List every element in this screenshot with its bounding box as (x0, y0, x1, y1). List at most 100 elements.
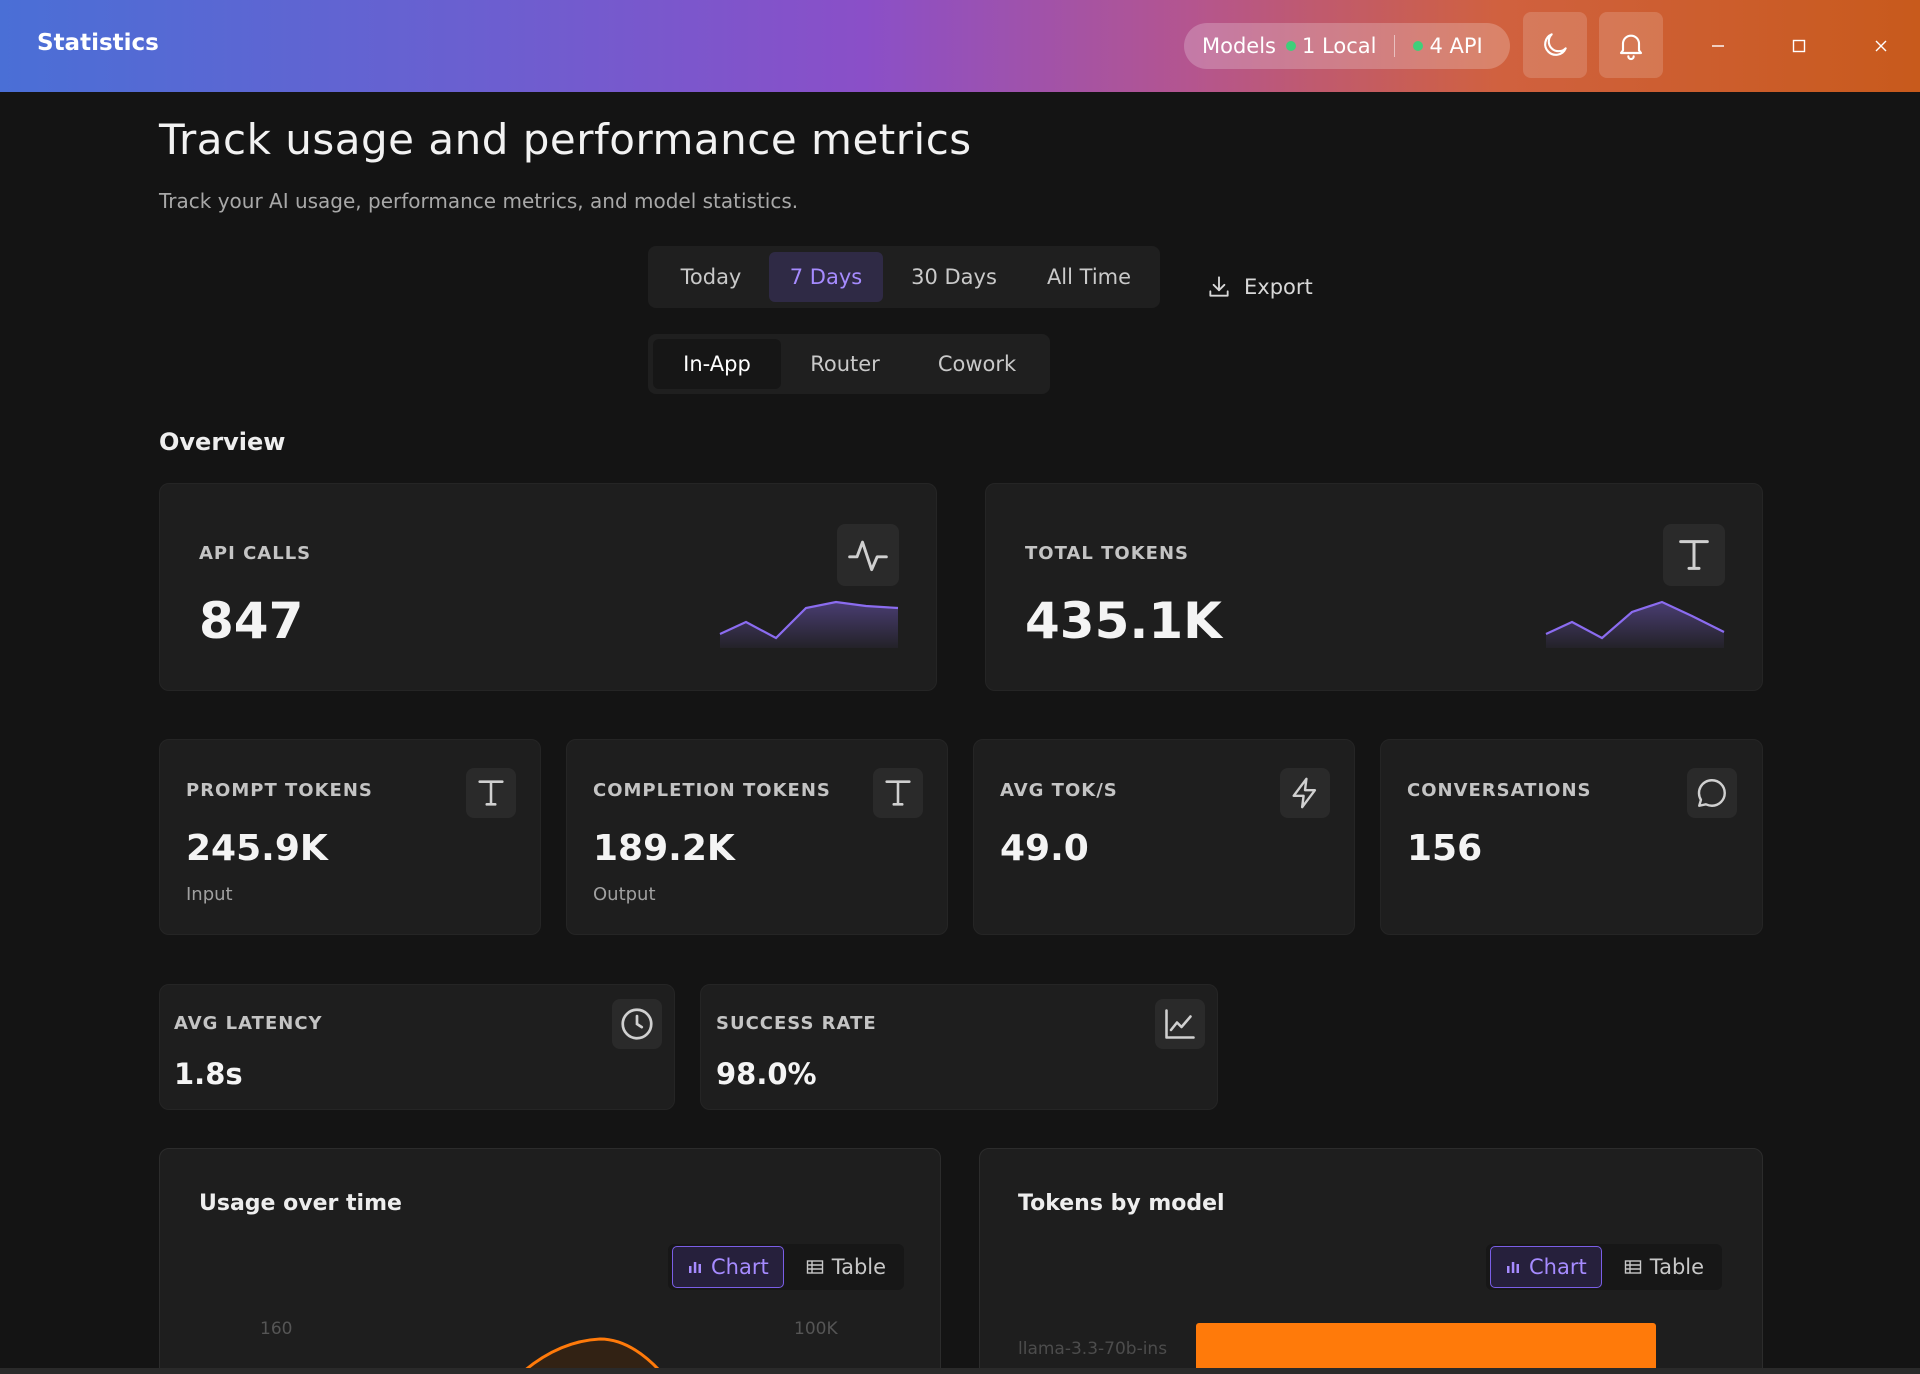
lightning-icon (1292, 777, 1317, 809)
success-rate-label: SUCCESS RATE (716, 1013, 877, 1034)
usage-chart-label: Chart (711, 1255, 769, 1279)
pill-divider (1394, 35, 1396, 57)
app-title: Statistics (37, 30, 159, 56)
usage-over-time-panel: Usage over time Chart Table 160 100K (159, 1148, 941, 1374)
export-button[interactable]: Export (1206, 262, 1313, 312)
total-tokens-sparkline (1545, 600, 1725, 648)
conversations-label: CONVERSATIONS (1407, 780, 1592, 801)
usage-view-toggle: Chart Table (668, 1244, 905, 1290)
usage-table-view-button[interactable]: Table (792, 1246, 900, 1288)
completion-tokens-card: COMPLETION TOKENS 189.2K Output (566, 739, 948, 935)
api-status-dot (1413, 41, 1424, 51)
conversations-card: CONVERSATIONS 156 (1380, 739, 1763, 935)
prompt-tokens-note: Input (186, 884, 233, 905)
prompt-tokens-label: PROMPT TOKENS (186, 780, 373, 801)
minimize-icon (1712, 45, 1724, 47)
text-t-icon (478, 780, 504, 806)
moon-icon (1544, 33, 1567, 56)
completion-tokens-label: COMPLETION TOKENS (593, 780, 831, 801)
completion-tokens-value: 189.2K (593, 828, 735, 869)
avg-tok-s-card: AVG TOK/S 49.0 (973, 739, 1355, 935)
source-cowork-tab[interactable]: Cowork (937, 352, 1017, 376)
chat-bubble-icon (1697, 779, 1726, 807)
prompt-tokens-card: PROMPT TOKENS 245.9K Input (159, 739, 541, 935)
conversations-icon-box (1687, 768, 1737, 818)
bar-chart-icon (1507, 1262, 1519, 1273)
avg-tok-s-icon-box (1280, 768, 1330, 818)
source-in-app-tab[interactable]: In-App (653, 339, 781, 389)
range-7-days-tab[interactable]: 7 Days (769, 252, 883, 302)
clock-icon (621, 1008, 653, 1040)
tokens-table-label: Table (1649, 1255, 1705, 1279)
prompt-tokens-value: 245.9K (186, 828, 328, 869)
source-selector: In-App Router Cowork (648, 334, 1050, 394)
range-30-days-tab[interactable]: 30 Days (911, 265, 997, 289)
success-rate-card: SUCCESS RATE 98.0% (700, 984, 1218, 1110)
activity-icon (848, 540, 888, 572)
source-router-tab[interactable]: Router (810, 352, 880, 376)
avg-latency-card: AVG LATENCY 1.8s (159, 984, 675, 1110)
bar-chart-icon (689, 1262, 701, 1273)
table-icon (1624, 1260, 1641, 1274)
models-status-pill[interactable]: Models 1 Local 4 API (1184, 23, 1510, 69)
total-tokens-card: TOTAL TOKENS 435.1K (985, 483, 1763, 691)
completion-tokens-note: Output (593, 884, 656, 905)
page-title: Track usage and performance metrics (159, 115, 972, 164)
conversations-value: 156 (1407, 828, 1483, 869)
chart-line-icon (1165, 1009, 1195, 1039)
usage-over-time-title: Usage over time (199, 1191, 402, 1216)
tokens-chart-label: Chart (1529, 1255, 1587, 1279)
completion-tokens-icon-box (873, 768, 923, 818)
usage-right-axis-tick: 100K (794, 1319, 838, 1339)
avg-latency-icon-box (612, 999, 662, 1049)
text-t-icon (1679, 540, 1709, 570)
total-tokens-label: TOTAL TOKENS (1025, 543, 1189, 564)
usage-area-curve (523, 1337, 662, 1371)
usage-left-axis-tick: 160 (260, 1319, 293, 1339)
tokens-by-model-panel: Tokens by model Chart Table llama-3.3-70… (979, 1148, 1763, 1374)
theme-toggle-button[interactable] (1523, 12, 1587, 78)
range-all-time-tab[interactable]: All Time (1046, 265, 1132, 289)
models-label: Models (1202, 34, 1276, 58)
total-tokens-icon-box (1663, 524, 1725, 586)
text-t-icon (885, 780, 911, 806)
success-rate-value: 98.0% (716, 1057, 817, 1091)
time-range-selector: Today 7 Days 30 Days All Time (648, 246, 1160, 308)
close-button[interactable] (1861, 26, 1901, 66)
local-status-dot (1286, 41, 1296, 51)
usage-table-label: Table (831, 1255, 887, 1279)
local-models-status: 1 Local (1286, 34, 1376, 58)
download-icon (1209, 276, 1229, 297)
local-models-count: 1 Local (1302, 34, 1377, 58)
api-models-count: 4 API (1429, 34, 1483, 58)
maximize-button[interactable] (1779, 26, 1819, 66)
avg-tok-s-label: AVG TOK/S (1000, 780, 1118, 801)
avg-latency-value: 1.8s (174, 1057, 243, 1091)
page-subtitle: Track your AI usage, performance metrics… (159, 189, 799, 213)
tokens-chart-view-button[interactable]: Chart (1490, 1246, 1602, 1288)
api-calls-icon-box (837, 524, 899, 586)
api-calls-sparkline (719, 600, 899, 648)
bell-icon (1619, 34, 1643, 60)
table-icon (806, 1260, 823, 1274)
tokens-table-view-button[interactable]: Table (1610, 1246, 1718, 1288)
usage-chart-view-button[interactable]: Chart (672, 1246, 784, 1288)
range-today-tab[interactable]: Today (680, 265, 742, 289)
tokens-view-toggle: Chart Table (1486, 1244, 1723, 1290)
avg-tok-s-value: 49.0 (1000, 828, 1089, 869)
avg-latency-label: AVG LATENCY (174, 1013, 323, 1034)
title-bar: Statistics Models 1 Local 4 API (0, 0, 1920, 92)
prompt-tokens-icon-box (466, 768, 516, 818)
minimize-button[interactable] (1698, 26, 1738, 66)
notifications-button[interactable] (1599, 12, 1663, 78)
model-bar-label: llama-3.3-70b-ins (1018, 1339, 1168, 1359)
export-label: Export (1244, 275, 1313, 299)
model-token-bar (1196, 1323, 1656, 1374)
api-calls-label: API CALLS (199, 543, 312, 564)
bottom-scroll-edge (0, 1368, 1920, 1374)
success-rate-icon-box (1155, 999, 1205, 1049)
tokens-by-model-title: Tokens by model (1018, 1191, 1225, 1216)
total-tokens-value: 435.1K (1025, 592, 1222, 650)
overview-heading: Overview (159, 428, 286, 456)
api-calls-value: 847 (199, 592, 304, 650)
